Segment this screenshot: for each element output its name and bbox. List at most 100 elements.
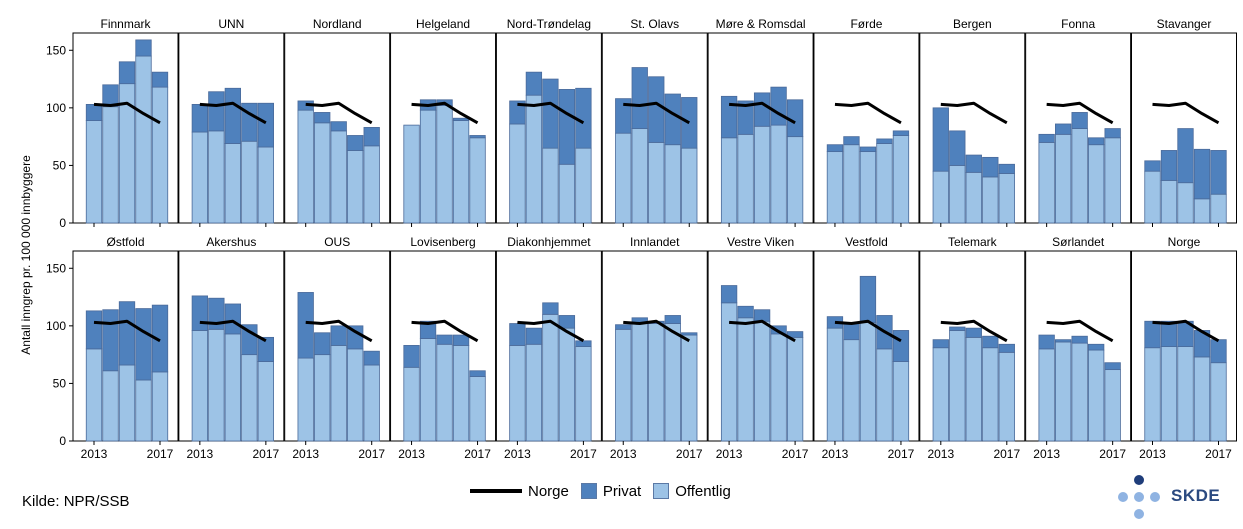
bar-offentlig [965,336,982,442]
facet-panel: Lovisenberg 2013 2017 [390,235,497,461]
bar-privat [1210,339,1227,364]
x-tick-label: 2017 [147,447,174,461]
x-tick-label: 2017 [888,447,915,461]
norge-line [305,101,373,125]
panel-title: Fonna [1061,17,1095,31]
bar-offentlig [859,321,877,442]
bar-offentlig [1193,356,1211,442]
bar-offentlig [1210,362,1227,442]
norge-line [517,319,585,343]
bar-offentlig [419,338,437,442]
bar-offentlig [525,343,543,442]
bar-privat [85,103,103,121]
bar-offentlig [452,120,470,224]
norge-line [1152,101,1220,125]
bar-offentlig [135,379,152,442]
y-tick-label: 100 [46,101,66,115]
bar-offentlig [347,150,364,224]
bar-privat [135,308,152,381]
bar-privat [191,103,209,133]
bar-offentlig [615,328,632,442]
x-tick-label: 2013 [186,447,213,461]
facet-panel: Diakonhjemmet 2013 2017 [495,235,602,461]
bar-privat [297,292,314,359]
bar-privat [892,130,910,136]
norge-line [517,101,585,125]
panel-title: Akershus [206,235,256,249]
bar-offentlig [525,94,543,224]
bar-offentlig [151,86,169,224]
bar-offentlig [753,125,771,224]
bar-offentlig [737,133,754,224]
legend-label-privat: Privat [602,482,642,500]
x-tick-label: 2017 [676,447,703,461]
bar-offentlig [1071,342,1088,442]
bar-privat [525,71,543,96]
bar-offentlig [843,144,860,224]
bar-privat [631,67,648,129]
bar-offentlig [1104,369,1121,442]
bar-offentlig [720,137,738,224]
legend-label-norge: Norge [528,482,569,500]
facet-panel: Finnmark 0 50 100 150 [46,17,179,230]
bar-privat [1071,112,1088,129]
norge-line [199,101,267,125]
bar-offentlig [786,136,804,224]
x-tick-label: 2017 [1099,447,1126,461]
bar-offentlig [982,176,999,224]
panel-title: Vestfold [845,235,888,249]
bar-offentlig [224,333,242,442]
logo-text: SKDE [1171,486,1221,505]
bar-offentlig [843,339,860,442]
bar-privat [224,87,242,144]
bar-offentlig [770,333,787,442]
bar-offentlig [241,140,258,224]
y-tick-label: 100 [46,319,66,333]
facet-panel: Nord-Trøndelag [495,17,602,227]
facet-panel: OUS 2013 2017 [284,235,391,461]
bar-privat [1210,150,1227,195]
bar-offentlig [509,345,526,442]
y-tick-label: 0 [59,216,66,230]
bar-privat [363,127,380,147]
bar-offentlig [615,132,632,224]
facet-panel: Sørlandet 2013 2017 [1025,235,1132,461]
bar-privat [892,330,910,362]
bar-privat [615,324,632,330]
bar-offentlig [1038,141,1055,224]
bar-privat [664,93,681,146]
bar-privat [1088,343,1105,351]
bar-offentlig [753,320,771,442]
y-axis-label: Antall inngrep pr. 100 000 innbyggere [19,155,33,355]
panel-title: UNN [218,17,244,31]
bar-offentlig [1160,346,1178,442]
bar-offentlig [998,173,1015,224]
bar-privat [982,156,999,178]
bar-offentlig [1160,179,1178,224]
norge-line [411,101,479,125]
legend-label-offentlig: Offentlig [675,482,731,500]
bar-privat [859,275,877,323]
bar-offentlig [347,348,364,442]
x-tick-label: 2013 [822,447,849,461]
legend-item-privat: Privat [580,482,642,500]
logo-dot-icon [1134,475,1144,485]
bar-offentlig [85,120,103,224]
bar-privat [753,309,771,322]
bar-offentlig [403,124,420,224]
panel-title: Nordland [313,17,362,31]
bar-privat [224,303,242,335]
legend-item-offentlig: Offentlig [653,483,731,500]
bar-offentlig [1144,347,1161,442]
bar-offentlig [241,354,258,442]
bar-offentlig [1144,170,1161,224]
bar-offentlig [363,145,380,224]
logo-dot-icon [1150,492,1160,502]
bar-offentlig [297,109,314,224]
bar-offentlig [1088,349,1105,442]
facet-panel: Stavanger [1131,17,1237,227]
x-tick-label: 2017 [358,447,385,461]
bar-offentlig [982,347,999,442]
x-tick-label: 2013 [81,447,108,461]
bar-offentlig [118,364,136,442]
